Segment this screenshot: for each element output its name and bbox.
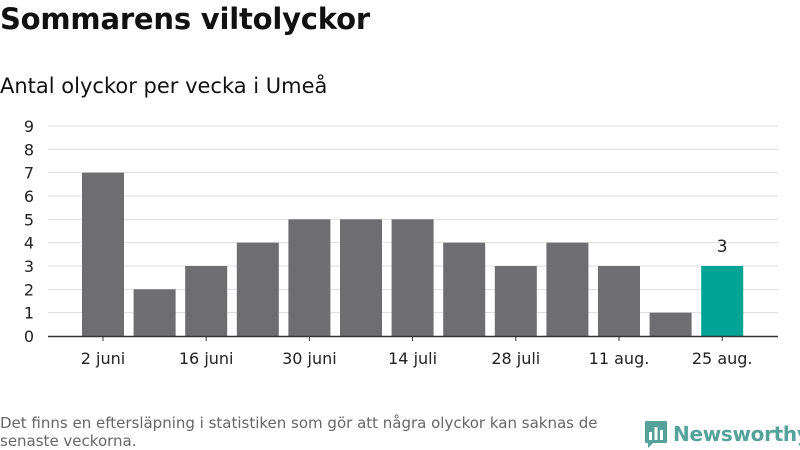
bar xyxy=(82,172,124,336)
chart-subtitle: Antal olyckor per vecka i Umeå xyxy=(0,74,328,98)
y-tick-label: 2 xyxy=(24,280,34,299)
x-axis-ticks: 2 juni 16 juni 30 juni 14 juli 28 juli 11 aug… xyxy=(81,336,753,368)
bar-chart-badge-icon xyxy=(645,421,667,448)
data-labels: 3 xyxy=(717,237,728,257)
y-tick-label: 5 xyxy=(24,210,34,229)
bar-chart: 0 1 2 3 4 5 6 7 8 9 2 juni 16 juni 30 juni 14 juli 28… xyxy=(24,117,778,368)
bar xyxy=(236,242,279,336)
x-tick-label: 28 juli xyxy=(491,349,540,368)
x-tick-label: 14 juli xyxy=(388,349,437,368)
newsworthy-logo: Newsworthy xyxy=(644,420,800,448)
bar xyxy=(133,289,176,336)
y-axis-ticks: 0 1 2 3 4 5 6 7 8 9 xyxy=(24,117,34,346)
x-tick-label: 25 aug. xyxy=(692,349,753,368)
bar xyxy=(598,266,640,336)
bar xyxy=(649,312,692,336)
x-tick-label: 2 juni xyxy=(81,349,125,368)
bar xyxy=(391,219,434,336)
bar xyxy=(340,219,382,336)
x-tick-label: 11 aug. xyxy=(589,349,650,368)
y-tick-label: 1 xyxy=(24,304,34,323)
y-tick-label: 7 xyxy=(24,164,34,183)
y-tick-label: 6 xyxy=(24,187,34,206)
y-tick-label: 3 xyxy=(24,257,34,276)
bar xyxy=(288,219,331,336)
bars xyxy=(82,172,744,336)
y-tick-label: 4 xyxy=(24,234,34,253)
data-label: 3 xyxy=(717,237,728,257)
x-tick-label: 16 juni xyxy=(179,349,234,368)
brand-name: Newsworthy xyxy=(673,422,800,446)
bar xyxy=(185,266,228,336)
x-tick-label: 30 juni xyxy=(282,349,337,368)
footnote: Det finns en eftersläpning i statistiken… xyxy=(0,414,598,450)
chart-title: Sommarens viltolyckor xyxy=(0,2,370,36)
y-tick-label: 9 xyxy=(24,117,34,136)
bar xyxy=(546,242,589,336)
bar xyxy=(701,266,744,336)
bar xyxy=(443,242,486,336)
bar xyxy=(494,266,537,336)
y-tick-label: 0 xyxy=(24,327,34,346)
y-tick-label: 8 xyxy=(24,140,34,159)
